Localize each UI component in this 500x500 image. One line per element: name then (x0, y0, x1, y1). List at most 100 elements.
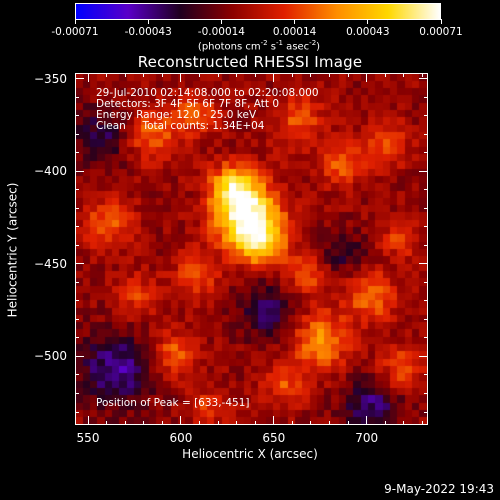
y-minor-tick (424, 393, 428, 394)
y-axis-label: Heliocentric Y (arcsec) (5, 182, 20, 318)
y-minor-tick (75, 393, 79, 394)
x-minor-tick (310, 73, 312, 77)
y-minor-tick (424, 281, 428, 283)
x-major-tick (366, 73, 368, 82)
y-tick-label: −450 (34, 256, 67, 271)
y-major-tick (419, 263, 428, 265)
y-minor-tick (75, 152, 79, 154)
y-minor-tick (424, 207, 428, 209)
x-minor-tick (198, 421, 200, 425)
colorbar-tick-mark (220, 19, 222, 24)
plot-title: Reconstructed RHESSI Image (137, 53, 363, 71)
x-minor-tick (384, 421, 386, 425)
x-major-tick (87, 416, 89, 425)
y-major-tick (75, 355, 84, 357)
y-minor-tick (75, 337, 79, 339)
x-minor-tick (254, 73, 256, 77)
x-minor-tick (310, 421, 312, 425)
x-minor-tick (347, 421, 349, 425)
y-major-tick (75, 170, 84, 172)
x-minor-tick (106, 421, 108, 425)
energy-range-annotation: Energy Range: 12.0 - 25.0 keV (96, 109, 257, 121)
y-minor-tick (75, 115, 79, 117)
y-minor-tick (75, 411, 79, 413)
y-tick-label: −400 (34, 164, 67, 179)
y-minor-tick (75, 318, 79, 320)
x-minor-tick (291, 73, 293, 77)
colorbar-tick-label: -0.00071 (51, 26, 99, 38)
x-minor-tick (329, 421, 331, 425)
y-minor-tick (424, 337, 428, 339)
clean-counts-annotation: Clean Total counts: 1.34E+04 (96, 120, 265, 132)
y-minor-tick (424, 133, 428, 135)
y-minor-tick (75, 244, 79, 246)
colorbar-tick-label: -0.00043 (124, 26, 172, 38)
x-minor-tick (143, 73, 145, 77)
y-minor-tick (424, 318, 428, 320)
x-major-tick (180, 416, 182, 425)
x-minor-tick (403, 421, 405, 425)
x-minor-tick (254, 421, 256, 425)
x-major-tick (273, 73, 275, 82)
y-minor-tick (75, 96, 79, 98)
y-major-tick (75, 78, 84, 80)
colorbar-tick-label: 0.00071 (419, 26, 463, 38)
y-minor-tick (75, 133, 79, 135)
x-minor-tick (347, 73, 349, 77)
x-minor-tick (217, 421, 219, 425)
image-plot-area: 29-Jul-2010 02:14:08.000 to 02:20:08.000… (75, 73, 428, 425)
x-tick-label: 700 (355, 431, 379, 445)
x-minor-tick (124, 421, 126, 425)
x-minor-tick (124, 73, 126, 77)
x-minor-tick (236, 421, 238, 425)
y-minor-tick (424, 189, 428, 191)
x-tick-label: 650 (262, 431, 286, 445)
y-minor-tick (424, 374, 428, 376)
x-minor-tick (291, 421, 293, 425)
y-major-tick (419, 355, 428, 357)
x-minor-tick (421, 73, 423, 77)
x-major-tick (180, 73, 182, 82)
x-axis-label: Heliocentric X (arcsec) (182, 447, 318, 461)
x-minor-tick (329, 73, 331, 77)
x-minor-tick (161, 421, 163, 425)
y-minor-tick (424, 115, 428, 117)
y-minor-tick (424, 96, 428, 98)
x-major-tick (273, 416, 275, 425)
detectors-annotation: Detectors: 3F 4F 5F 6F 7F 8F, Att 0 (96, 98, 280, 110)
x-minor-tick (143, 421, 145, 425)
x-major-tick (87, 73, 89, 82)
colorbar-unit-label: (photons cm-2 s-1 asec-2) (197, 39, 321, 53)
colorbar-tick-mark (74, 19, 76, 24)
rhessi-image-heatmap (76, 74, 427, 424)
x-major-tick (366, 416, 368, 425)
y-minor-tick (424, 152, 428, 154)
y-minor-tick (75, 207, 79, 209)
y-minor-tick (424, 226, 428, 228)
y-tick-label: −500 (34, 349, 67, 364)
x-minor-tick (384, 73, 386, 77)
y-major-tick (419, 78, 428, 80)
y-minor-tick (75, 374, 79, 376)
y-minor-tick (75, 281, 79, 283)
y-minor-tick (75, 300, 79, 302)
colorbar-tick-mark (147, 19, 149, 24)
x-minor-tick (217, 73, 219, 77)
time-range-annotation: 29-Jul-2010 02:14:08.000 to 02:20:08.000 (96, 87, 319, 99)
x-minor-tick (161, 73, 163, 77)
colorbar-tick-label: 0.00043 (346, 26, 390, 38)
x-minor-tick (236, 73, 238, 77)
colorbar-tick-label: -0.00014 (197, 26, 245, 38)
x-minor-tick (403, 73, 405, 77)
y-major-tick (75, 263, 84, 265)
colorbar-tick-mark (294, 19, 296, 24)
x-minor-tick (198, 73, 200, 77)
x-minor-tick (106, 73, 108, 77)
colorbar-tick-mark (440, 19, 442, 24)
plot-timestamp: 9-May-2022 19:43 (384, 482, 494, 496)
peak-position-annotation: Position of Peak = [633,-451] (96, 397, 250, 409)
y-tick-label: −350 (34, 71, 67, 86)
y-minor-tick (424, 244, 428, 246)
x-minor-tick (421, 421, 423, 425)
x-tick-label: 550 (76, 431, 100, 445)
